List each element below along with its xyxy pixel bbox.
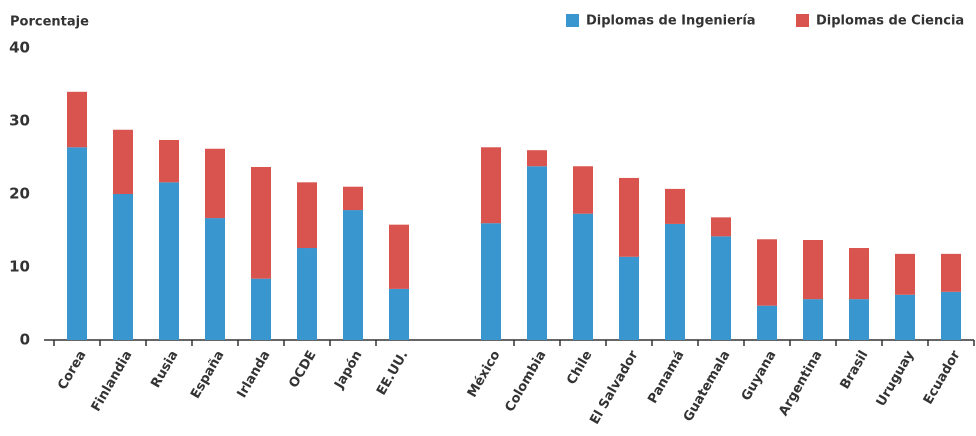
bar-segment <box>481 223 501 340</box>
bar-segment <box>711 217 731 237</box>
bar-segment <box>711 236 731 340</box>
bar-segment <box>573 213 593 340</box>
bar-segment <box>665 188 685 224</box>
x-tick-label: España <box>188 348 227 401</box>
bar-segment <box>159 182 179 340</box>
bar-segment <box>481 147 501 224</box>
bar-segment <box>205 148 225 219</box>
legend-swatch <box>796 14 809 27</box>
bar-segment <box>67 91 87 148</box>
bar-segment <box>941 253 961 292</box>
x-tick-label: EE.UU. <box>374 348 411 398</box>
bar-segment <box>389 224 409 289</box>
bar-segment <box>205 218 225 340</box>
legend-swatch <box>566 14 579 27</box>
x-tick-label: México <box>465 348 504 400</box>
x-tick-label: Chile <box>564 348 595 387</box>
y-axis-label: Porcentaje <box>10 15 89 30</box>
bar-segment <box>343 186 363 211</box>
bar-segment <box>297 182 317 249</box>
legend-label: Diplomas de Ingeniería <box>586 14 756 29</box>
bar-segment <box>67 147 87 340</box>
x-tick-label: El Salvador <box>587 348 641 427</box>
x-tick-label: Uruguay <box>874 348 918 409</box>
bar-segment <box>619 256 639 340</box>
bar-segment <box>895 253 915 295</box>
x-tick-label: Ecuador <box>921 348 964 407</box>
x-tick-label: Guyana <box>739 348 780 403</box>
bar-segment <box>757 239 777 306</box>
y-tick-label: 20 <box>9 185 30 203</box>
bar-segment <box>113 194 133 340</box>
bar-segment <box>527 150 547 167</box>
x-tick-label: Colombia <box>503 348 550 414</box>
x-tick-label: Japón <box>331 348 365 392</box>
bar-segment <box>573 166 593 214</box>
bar-segment <box>343 210 363 340</box>
bar-segment <box>297 248 317 340</box>
y-tick-label: 0 <box>20 331 30 349</box>
x-tick-label: OCDE <box>286 348 319 390</box>
bar-segment <box>389 288 409 340</box>
x-tick-label: Rusia <box>148 348 181 390</box>
bar-segment <box>251 278 271 340</box>
bar-segment <box>849 299 869 340</box>
x-tick-label: Corea <box>55 348 89 392</box>
bar-segment <box>849 248 869 300</box>
bar-segment <box>665 223 685 340</box>
bar-segment <box>803 239 823 300</box>
x-tick-label: Irlanda <box>235 348 274 400</box>
legend-label: Diplomas de Ciencia <box>816 14 964 29</box>
bar-segment <box>941 291 961 340</box>
y-tick-label: 30 <box>9 112 30 130</box>
bar-segment <box>113 129 133 194</box>
bar-segment <box>527 166 547 340</box>
y-tick-label: 10 <box>9 258 30 276</box>
bar-segment <box>895 294 915 340</box>
bar-segment <box>803 299 823 340</box>
x-tick-label: Argentina <box>776 348 825 418</box>
y-tick-label: 40 <box>9 39 30 57</box>
bar-segment <box>619 177 639 257</box>
x-tick-label: Panamá <box>645 348 687 406</box>
x-tick-label: Finlandia <box>89 348 136 414</box>
x-tick-label: Brasil <box>838 348 872 392</box>
x-tick-label: Guatemala <box>681 348 734 424</box>
bar-segment <box>159 139 179 183</box>
bar-segment <box>757 305 777 340</box>
bar-segment <box>251 166 271 279</box>
